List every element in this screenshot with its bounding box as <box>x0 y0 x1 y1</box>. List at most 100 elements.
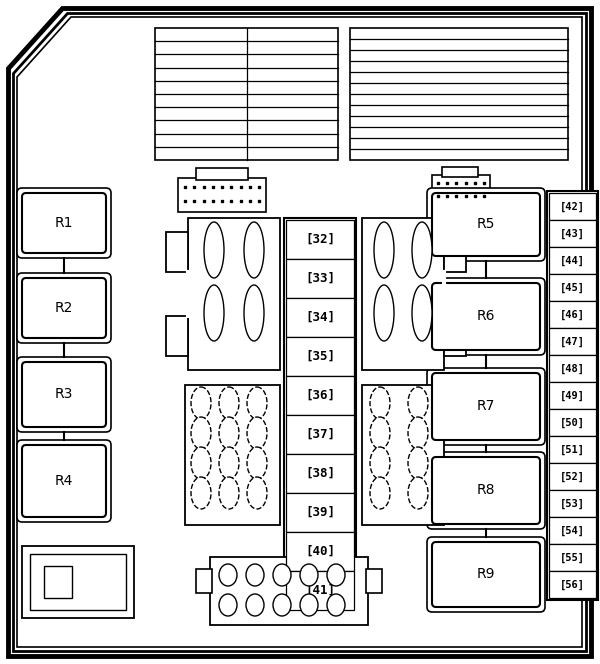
Ellipse shape <box>327 564 345 586</box>
Bar <box>185 385 280 525</box>
Bar <box>286 259 354 298</box>
Ellipse shape <box>247 447 267 479</box>
Bar <box>284 218 356 612</box>
Text: [56]: [56] <box>560 580 585 590</box>
Text: [32]: [32] <box>305 233 335 246</box>
Bar <box>362 385 444 525</box>
Bar <box>166 316 188 356</box>
Bar <box>30 554 126 610</box>
Bar <box>549 220 596 247</box>
Text: [39]: [39] <box>305 506 335 519</box>
Ellipse shape <box>370 447 390 479</box>
Ellipse shape <box>191 387 211 419</box>
FancyBboxPatch shape <box>17 188 111 258</box>
Ellipse shape <box>247 417 267 449</box>
FancyBboxPatch shape <box>432 373 540 440</box>
FancyBboxPatch shape <box>432 457 540 524</box>
Text: [50]: [50] <box>560 418 585 428</box>
Bar <box>549 301 596 328</box>
Ellipse shape <box>327 594 345 616</box>
Ellipse shape <box>273 564 291 586</box>
Text: [55]: [55] <box>560 552 585 562</box>
FancyBboxPatch shape <box>427 452 545 529</box>
Bar <box>549 274 596 301</box>
Text: R1: R1 <box>55 216 73 230</box>
Bar <box>286 454 354 493</box>
Bar <box>549 544 596 571</box>
Text: [38]: [38] <box>305 467 335 480</box>
Bar <box>286 532 354 571</box>
Text: R2: R2 <box>55 301 73 315</box>
Ellipse shape <box>219 594 237 616</box>
Bar <box>547 191 598 600</box>
Text: [33]: [33] <box>305 272 335 285</box>
Ellipse shape <box>408 417 428 449</box>
Text: [49]: [49] <box>560 390 585 400</box>
Bar <box>196 569 212 593</box>
Bar <box>286 493 354 532</box>
Text: [46]: [46] <box>560 309 585 319</box>
Ellipse shape <box>219 564 237 586</box>
Text: [44]: [44] <box>560 256 585 266</box>
Bar <box>549 382 596 409</box>
Text: [34]: [34] <box>305 311 335 324</box>
Text: [41]: [41] <box>305 584 335 597</box>
Ellipse shape <box>247 477 267 509</box>
Text: R8: R8 <box>477 483 495 497</box>
Bar <box>549 247 596 274</box>
FancyBboxPatch shape <box>432 193 540 256</box>
Text: [40]: [40] <box>305 545 335 558</box>
Ellipse shape <box>191 447 211 479</box>
FancyBboxPatch shape <box>17 440 111 522</box>
Ellipse shape <box>246 594 264 616</box>
Ellipse shape <box>374 285 394 341</box>
FancyBboxPatch shape <box>17 357 111 432</box>
Text: R6: R6 <box>477 309 495 323</box>
Ellipse shape <box>408 477 428 509</box>
Bar <box>444 316 466 356</box>
FancyBboxPatch shape <box>432 283 540 350</box>
Bar <box>549 571 596 598</box>
Ellipse shape <box>408 387 428 419</box>
Bar <box>286 415 354 454</box>
Ellipse shape <box>191 417 211 449</box>
Bar <box>549 355 596 382</box>
Bar <box>549 436 596 463</box>
Bar <box>188 218 280 370</box>
Polygon shape <box>8 8 591 656</box>
Text: R9: R9 <box>477 568 495 582</box>
Polygon shape <box>17 17 582 647</box>
FancyBboxPatch shape <box>22 445 106 517</box>
FancyBboxPatch shape <box>17 273 111 343</box>
Bar <box>178 178 266 212</box>
FancyBboxPatch shape <box>22 193 106 253</box>
FancyBboxPatch shape <box>427 278 545 355</box>
Ellipse shape <box>273 594 291 616</box>
Ellipse shape <box>374 222 394 278</box>
Ellipse shape <box>204 285 224 341</box>
Bar <box>166 232 188 272</box>
Ellipse shape <box>191 477 211 509</box>
Ellipse shape <box>244 285 264 341</box>
Ellipse shape <box>219 477 239 509</box>
Bar <box>286 298 354 337</box>
Bar <box>210 557 368 625</box>
Text: [54]: [54] <box>560 525 585 536</box>
Ellipse shape <box>370 387 390 419</box>
Bar <box>549 328 596 355</box>
FancyBboxPatch shape <box>432 542 540 607</box>
Bar <box>432 175 490 205</box>
Bar <box>549 463 596 490</box>
Text: [48]: [48] <box>560 363 585 374</box>
Bar <box>366 569 382 593</box>
Ellipse shape <box>247 387 267 419</box>
Bar <box>286 220 354 259</box>
Bar <box>44 566 72 598</box>
Bar <box>196 168 248 180</box>
Text: [45]: [45] <box>560 282 585 293</box>
Text: R3: R3 <box>55 388 73 402</box>
Ellipse shape <box>412 222 432 278</box>
FancyBboxPatch shape <box>427 537 545 612</box>
Bar <box>549 490 596 517</box>
FancyBboxPatch shape <box>427 188 545 261</box>
